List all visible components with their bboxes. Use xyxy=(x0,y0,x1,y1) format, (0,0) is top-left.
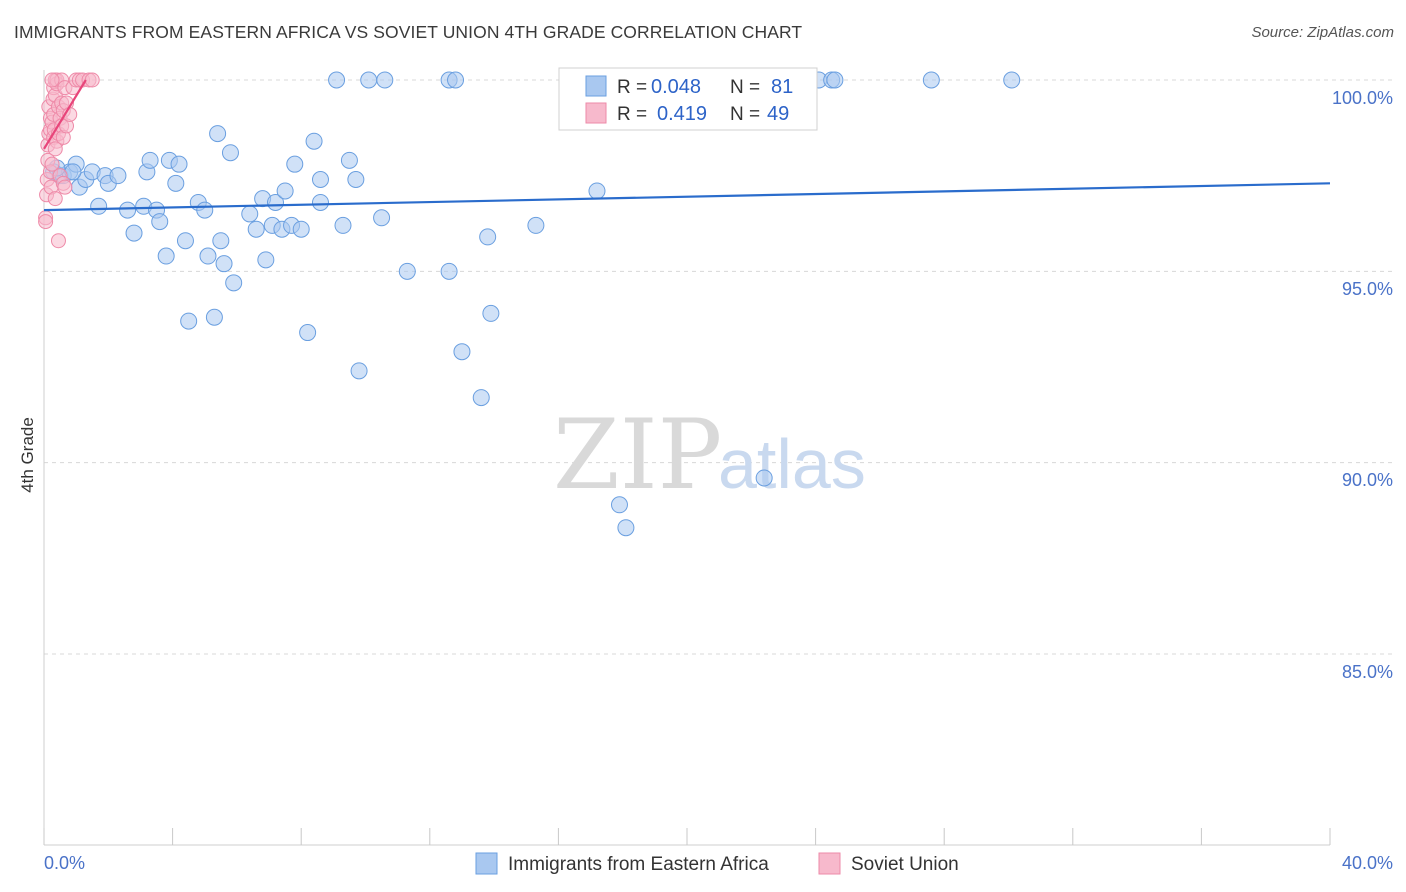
point-eastern-africa xyxy=(109,167,127,185)
watermark-zip: ZIP xyxy=(553,399,722,511)
point-eastern-africa xyxy=(176,232,194,250)
point-eastern-africa xyxy=(225,274,243,292)
point-eastern-africa xyxy=(215,255,233,273)
point-eastern-africa xyxy=(360,71,378,89)
point-soviet-union xyxy=(44,72,60,88)
point-eastern-africa xyxy=(311,193,329,211)
bottom-legend-label-pink: Soviet Union xyxy=(851,854,959,875)
point-soviet-union xyxy=(47,191,63,207)
trendline-soviet-union xyxy=(43,79,87,150)
point-eastern-africa xyxy=(311,170,329,188)
x-tick-label: 40.0% xyxy=(1342,853,1393,873)
point-soviet-union xyxy=(38,214,54,230)
legend-n-value-2: 49 xyxy=(767,103,789,125)
trendline-eastern-africa xyxy=(43,182,1331,212)
y-tick-label: 100.0% xyxy=(1332,88,1393,108)
point-eastern-africa xyxy=(141,151,159,169)
bottom-legend-swatch-blue xyxy=(475,852,498,875)
trend-layer xyxy=(43,79,1331,212)
y-tick-label: 95.0% xyxy=(1342,279,1393,299)
point-eastern-africa xyxy=(241,205,259,223)
point-eastern-africa xyxy=(221,144,239,162)
point-eastern-africa xyxy=(472,389,490,407)
watermark: ZIP atlas xyxy=(553,399,866,511)
point-eastern-africa xyxy=(305,132,323,150)
point-eastern-africa xyxy=(527,216,545,234)
point-eastern-africa xyxy=(180,312,198,330)
point-eastern-africa xyxy=(257,251,275,269)
x-tick-label: 0.0% xyxy=(44,853,85,873)
point-eastern-africa xyxy=(247,220,265,238)
point-eastern-africa xyxy=(373,209,391,227)
y-tick-labels: 100.0% 95.0% 90.0% 85.0% xyxy=(1332,88,1393,682)
point-eastern-africa xyxy=(170,155,188,173)
point-eastern-africa xyxy=(167,174,185,192)
point-eastern-africa xyxy=(482,304,500,322)
legend-box: R = 0.048 N = 81 R = 0.419 N = 49 xyxy=(558,67,818,131)
point-soviet-union xyxy=(47,141,63,157)
y-tick-label: 90.0% xyxy=(1342,470,1393,490)
point-eastern-africa xyxy=(334,216,352,234)
point-eastern-africa xyxy=(347,170,365,188)
x-tick-labels: 0.0% 40.0% xyxy=(44,853,1393,873)
points-layer xyxy=(38,71,1021,537)
chart-title: IMMIGRANTS FROM EASTERN AFRICA VS SOVIET… xyxy=(14,22,803,42)
point-eastern-africa xyxy=(157,247,175,265)
point-eastern-africa xyxy=(447,71,465,89)
point-eastern-africa xyxy=(479,228,497,246)
point-eastern-africa xyxy=(90,197,108,215)
point-eastern-africa xyxy=(376,71,394,89)
point-soviet-union xyxy=(44,156,60,172)
point-eastern-africa xyxy=(617,519,635,537)
point-eastern-africa xyxy=(196,201,214,219)
point-eastern-africa xyxy=(299,324,317,342)
legend-r-value-2: 0.419 xyxy=(657,103,707,125)
chart-source: Source: ZipAtlas.com xyxy=(1251,24,1394,41)
point-eastern-africa xyxy=(328,71,346,89)
point-eastern-africa xyxy=(1003,71,1021,89)
legend-r-label-1: R = xyxy=(617,77,647,98)
legend-r-label-2: R = xyxy=(617,104,647,125)
point-eastern-africa xyxy=(755,469,773,487)
watermark-atlas: atlas xyxy=(718,425,866,503)
point-soviet-union xyxy=(84,72,100,88)
bottom-legend: Immigrants from Eastern Africa Soviet Un… xyxy=(475,852,959,875)
point-eastern-africa xyxy=(205,308,223,326)
legend-r-value-1: 0.048 xyxy=(651,76,701,98)
point-eastern-africa xyxy=(826,71,844,89)
grid-layer xyxy=(44,79,1392,655)
y-tick-label: 85.0% xyxy=(1342,662,1393,682)
point-eastern-africa xyxy=(151,213,169,231)
point-eastern-africa xyxy=(212,232,230,250)
point-eastern-africa xyxy=(350,362,368,380)
point-eastern-africa xyxy=(292,220,310,238)
legend-n-label-1: N = xyxy=(730,77,760,98)
point-soviet-union xyxy=(50,233,66,249)
point-eastern-africa xyxy=(199,247,217,265)
legend-n-label-2: N = xyxy=(730,104,760,125)
point-eastern-africa xyxy=(340,151,358,169)
point-eastern-africa xyxy=(588,182,606,200)
legend-n-value-1: 81 xyxy=(771,76,793,98)
point-eastern-africa xyxy=(276,182,294,200)
y-axis-label: 4th Grade xyxy=(18,417,37,493)
point-eastern-africa xyxy=(922,71,940,89)
bottom-legend-label-blue: Immigrants from Eastern Africa xyxy=(508,854,769,875)
point-soviet-union xyxy=(57,179,73,195)
legend-swatch-blue xyxy=(585,75,607,97)
point-eastern-africa xyxy=(453,343,471,361)
point-eastern-africa xyxy=(119,201,137,219)
point-eastern-africa xyxy=(610,496,628,514)
point-eastern-africa xyxy=(440,262,458,280)
point-eastern-africa xyxy=(125,224,143,242)
point-eastern-africa xyxy=(286,155,304,173)
point-eastern-africa xyxy=(398,262,416,280)
point-eastern-africa xyxy=(209,125,227,143)
bottom-legend-swatch-pink xyxy=(818,852,841,875)
legend-swatch-pink xyxy=(585,102,607,124)
